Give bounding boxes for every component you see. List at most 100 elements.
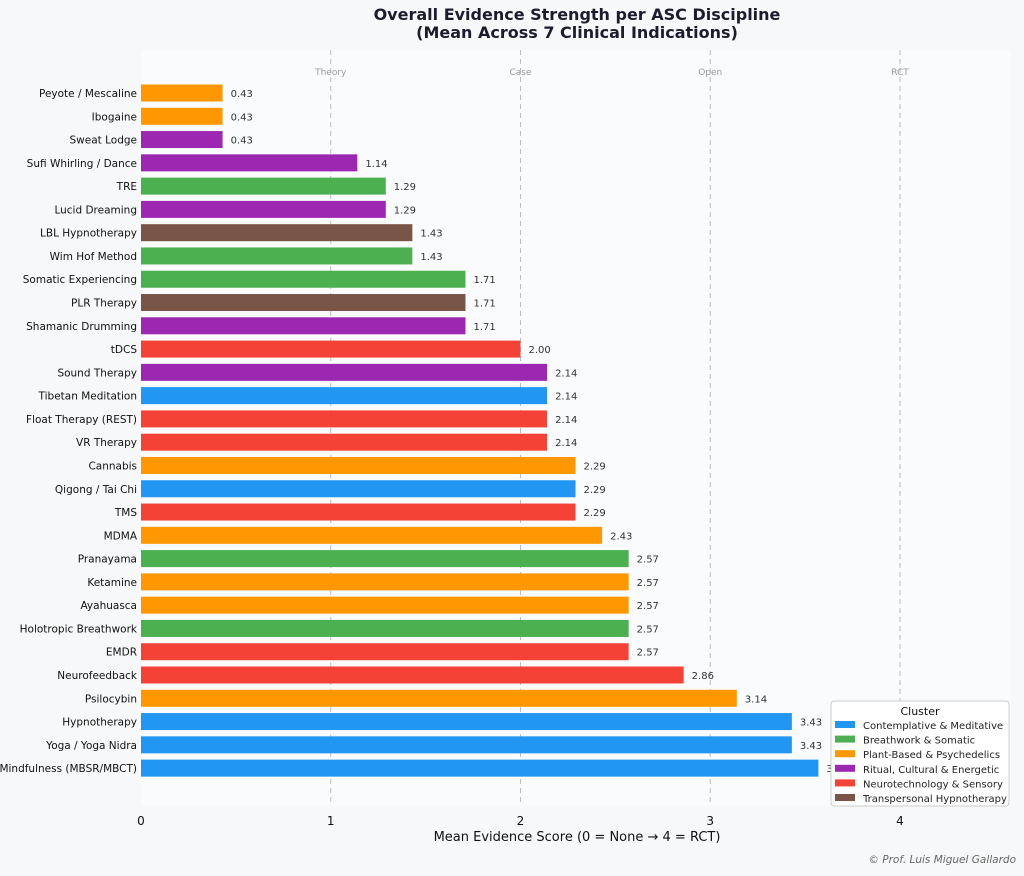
category-label: MDMA (104, 530, 138, 542)
value-label: 3.43 (800, 718, 822, 729)
value-label: 1.29 (394, 205, 416, 216)
value-label: 0.43 (231, 136, 253, 147)
chart-title-line-1: Overall Evidence Strength per ASC Discip… (374, 5, 781, 24)
legend-swatch (835, 721, 855, 728)
bar (141, 643, 629, 661)
category-label: TRE (116, 181, 137, 193)
bar (141, 294, 466, 312)
value-label: 2.86 (692, 671, 714, 682)
x-tick-label: 2 (517, 814, 525, 828)
bar (141, 340, 521, 358)
x-tick-label: 1 (327, 814, 335, 828)
category-label: Yoga / Yoga Nidra (45, 740, 137, 752)
value-label: 2.14 (555, 392, 577, 403)
value-label: 2.57 (637, 578, 659, 589)
category-label: Holotropic Breathwork (20, 623, 138, 635)
value-label: 1.43 (420, 229, 442, 240)
category-label: Ibogaine (92, 111, 137, 123)
reference-line-label: Theory (314, 68, 347, 78)
bar (141, 270, 466, 288)
value-label: 2.14 (555, 438, 577, 449)
bar (141, 666, 684, 684)
bar (141, 363, 548, 381)
chart-title-line-2: (Mean Across 7 Clinical Indications) (416, 23, 738, 42)
category-label: TMS (114, 507, 137, 519)
bar (141, 759, 819, 777)
category-label: EMDR (106, 647, 137, 659)
value-label: 1.43 (420, 252, 442, 263)
category-label: Sufi Whirling / Dance (27, 158, 137, 170)
x-axis-label: Mean Evidence Score (0 = None → 4 = RCT) (434, 830, 721, 845)
x-tick-label: 0 (137, 814, 145, 828)
bar (141, 596, 629, 614)
value-label: 2.43 (610, 531, 632, 542)
category-label: Float Therapy (REST) (26, 414, 137, 426)
category-label: Somatic Experiencing (23, 274, 137, 286)
category-label: Mindfulness (MBSR/MBCT) (0, 763, 137, 775)
value-label: 1.71 (473, 275, 495, 286)
category-label: Hypnotherapy (62, 717, 137, 729)
category-label: Tibetan Meditation (38, 391, 137, 403)
reference-line-label: Case (509, 68, 531, 78)
bar (141, 736, 792, 754)
bar (141, 619, 629, 637)
category-label: PLR Therapy (71, 298, 137, 310)
category-label: Ayahuasca (80, 600, 137, 612)
value-label: 0.43 (231, 112, 253, 123)
category-label: Pranayama (78, 554, 137, 566)
bar (141, 503, 576, 521)
bar (141, 480, 576, 498)
legend-entry: Neurotechnology & Sensory (863, 779, 1003, 790)
value-label: 1.71 (473, 322, 495, 333)
bar (141, 84, 223, 102)
x-tick-label: 4 (896, 814, 904, 828)
value-label: 2.57 (637, 555, 659, 566)
bar (141, 456, 576, 474)
category-label: Sound Therapy (57, 367, 137, 379)
category-label: Shamanic Drumming (26, 321, 137, 333)
bar (141, 177, 386, 195)
bar (141, 224, 413, 242)
value-label: 2.14 (555, 368, 577, 379)
bar (141, 247, 413, 265)
value-label: 3.14 (745, 694, 767, 705)
reference-line-label: RCT (891, 68, 909, 78)
category-label: Psilocybin (85, 693, 137, 705)
legend-entry: Breathwork & Somatic (863, 736, 975, 747)
category-label: Wim Hof Method (50, 251, 137, 263)
value-label: 2.57 (637, 648, 659, 659)
bar (141, 550, 629, 568)
legend-entry: Transpersonal Hypnotherapy (862, 794, 1007, 805)
category-label: VR Therapy (76, 437, 137, 449)
category-label: Cannabis (88, 460, 137, 472)
reference-line-label: Open (698, 68, 722, 78)
legend-entry: Contemplative & Meditative (863, 721, 1003, 732)
value-label: 1.29 (394, 182, 416, 193)
bar (141, 526, 603, 544)
legend-title: Cluster (900, 705, 940, 718)
category-label: LBL Hypnotherapy (40, 228, 137, 240)
x-tick-label: 3 (706, 814, 714, 828)
bar (141, 689, 737, 707)
legend-swatch (835, 779, 855, 787)
value-label: 1.71 (473, 299, 495, 310)
legend-entry: Plant-Based & Psychedelics (863, 750, 1000, 761)
value-label: 1.14 (365, 159, 387, 170)
bar (141, 410, 548, 428)
bar (141, 131, 223, 149)
bar (141, 433, 548, 451)
value-label: 2.57 (637, 601, 659, 612)
legend-swatch (835, 735, 855, 743)
value-label: 2.29 (584, 461, 606, 472)
category-label: Qigong / Tai Chi (55, 484, 137, 496)
bar (141, 154, 358, 172)
legend-swatch (835, 794, 855, 801)
value-label: 2.29 (584, 508, 606, 519)
legend-swatch (835, 750, 855, 758)
bar (141, 713, 792, 731)
bar (141, 107, 223, 125)
value-label: 2.29 (584, 485, 606, 496)
category-label: tDCS (111, 344, 138, 356)
copyright: © Prof. Luis Miguel Gallardo (868, 854, 1016, 866)
